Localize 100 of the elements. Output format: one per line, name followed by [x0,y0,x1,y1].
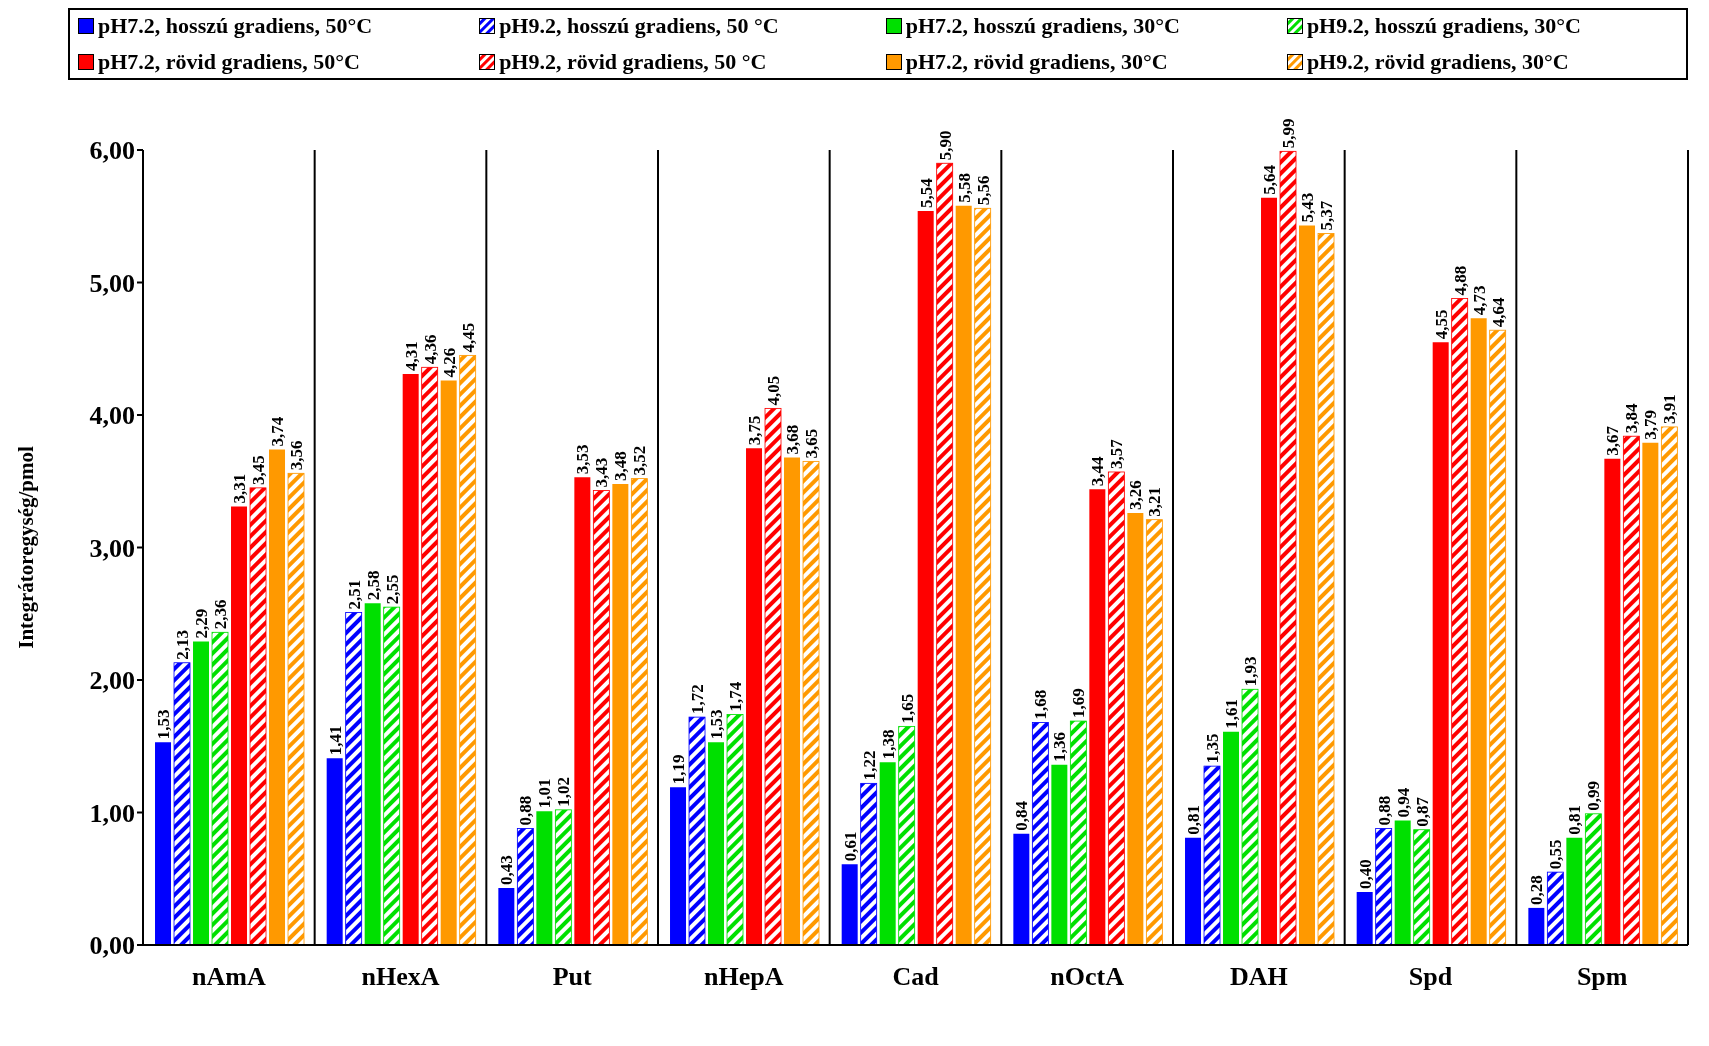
bar [784,457,801,945]
data-label: 5,58 [954,172,974,203]
bar [1013,833,1030,945]
bar [1642,442,1659,945]
data-label: 0,61 [840,831,860,862]
bar [193,641,210,945]
data-label: 3,57 [1107,438,1127,469]
bar [1299,225,1316,945]
data-label: 1,65 [897,693,917,724]
data-label: 3,45 [249,455,269,485]
bar [1566,837,1583,945]
x-tick-label: Cad [892,962,940,992]
data-label: 3,52 [630,445,650,476]
data-label: 1,38 [878,729,898,760]
data-label: 2,55 [382,574,402,605]
data-label: 3,65 [802,428,822,459]
data-label: 1,69 [1069,688,1089,719]
data-label: 3,91 [1660,394,1680,424]
x-tick-label: nOctA [1050,962,1125,992]
data-label: 1,22 [859,750,879,781]
y-tick-label: 4,00 [89,401,135,431]
y-tick-label: 1,00 [89,798,135,828]
bar [364,603,381,945]
data-label: 4,55 [1431,309,1451,340]
bar [1223,731,1240,945]
data-label: 3,68 [783,424,803,455]
bar [917,210,934,945]
data-label: 3,43 [592,457,612,488]
legend-label: pH7.2, hosszú gradiens, 30°C [905,13,1180,39]
data-label: 5,54 [916,177,936,208]
data-label: 0,40 [1355,859,1375,889]
bar [269,449,286,945]
data-label: 1,74 [726,681,746,712]
data-label: 1,41 [325,725,345,756]
x-tick-label: nHexA [361,962,440,992]
bar [498,888,515,945]
data-label: 0,81 [1565,804,1585,835]
data-label: 5,43 [1298,192,1318,223]
data-label: 3,53 [573,444,593,475]
bar [1528,907,1545,945]
data-label: 1,93 [1241,656,1261,687]
bar [841,864,858,945]
bar [536,811,553,945]
bar [1089,489,1106,945]
data-label: 4,45 [458,322,478,353]
data-label: 0,94 [1393,787,1413,818]
data-label: 4,73 [1469,285,1489,316]
bar [231,506,248,945]
data-label: 1,02 [554,777,574,807]
data-label: 3,26 [1126,480,1146,511]
bar [1604,458,1621,945]
data-label: 2,51 [344,579,364,610]
y-tick-label: 5,00 [89,268,135,298]
data-label: 1,36 [1050,732,1070,762]
bar [708,742,725,945]
bar [612,483,629,945]
data-label: 3,48 [611,451,631,481]
x-tick-label: Put [552,962,593,992]
data-label: 2,29 [192,608,212,639]
data-label: 5,99 [1279,118,1299,149]
data-label: 5,56 [973,175,993,206]
x-tick-label: DAH [1229,962,1288,992]
bar [1470,318,1487,945]
x-tick-label: Spd [1408,962,1453,992]
x-tick-label: nAmA [192,962,266,992]
data-label: 0,55 [1546,839,1566,870]
bar [1356,892,1373,945]
data-label: 3,84 [1622,402,1642,434]
data-label: 1,61 [1222,698,1242,729]
data-label: 0,84 [1012,800,1032,831]
bar [1127,513,1144,945]
y-tick-label: 0,00 [89,931,135,961]
y-tick-label: 2,00 [89,666,135,696]
data-label: 1,19 [669,754,689,785]
bar [1394,820,1411,945]
bar [1051,764,1068,945]
data-label: 3,21 [1145,486,1165,517]
bar [402,373,419,945]
x-tick-label: nHepA [704,962,784,992]
bar [1185,837,1202,945]
legend-label: pH7.2, rövid gradiens, 30°C [905,49,1168,75]
data-label: 2,58 [363,570,383,601]
data-label: 5,37 [1317,200,1337,231]
bar [155,742,172,945]
data-label: 0,88 [1374,795,1394,826]
x-tick-label: Spm [1576,962,1628,992]
data-label: 1,72 [688,684,708,715]
bar [326,758,343,945]
data-label: 0,43 [497,855,517,886]
data-label: 1,35 [1203,733,1223,764]
y-tick-label: 6,00 [89,136,135,166]
data-label: 5,90 [935,130,955,161]
data-label: 1,01 [535,778,555,809]
data-label: 1,68 [1031,689,1051,720]
data-label: 0,99 [1584,781,1604,811]
bar [574,477,591,945]
data-label: 3,56 [287,440,307,471]
data-label: 1,53 [154,709,174,740]
legend-label: pH9.2, rövid gradiens, 30°C [1306,49,1569,75]
bar [440,380,457,945]
